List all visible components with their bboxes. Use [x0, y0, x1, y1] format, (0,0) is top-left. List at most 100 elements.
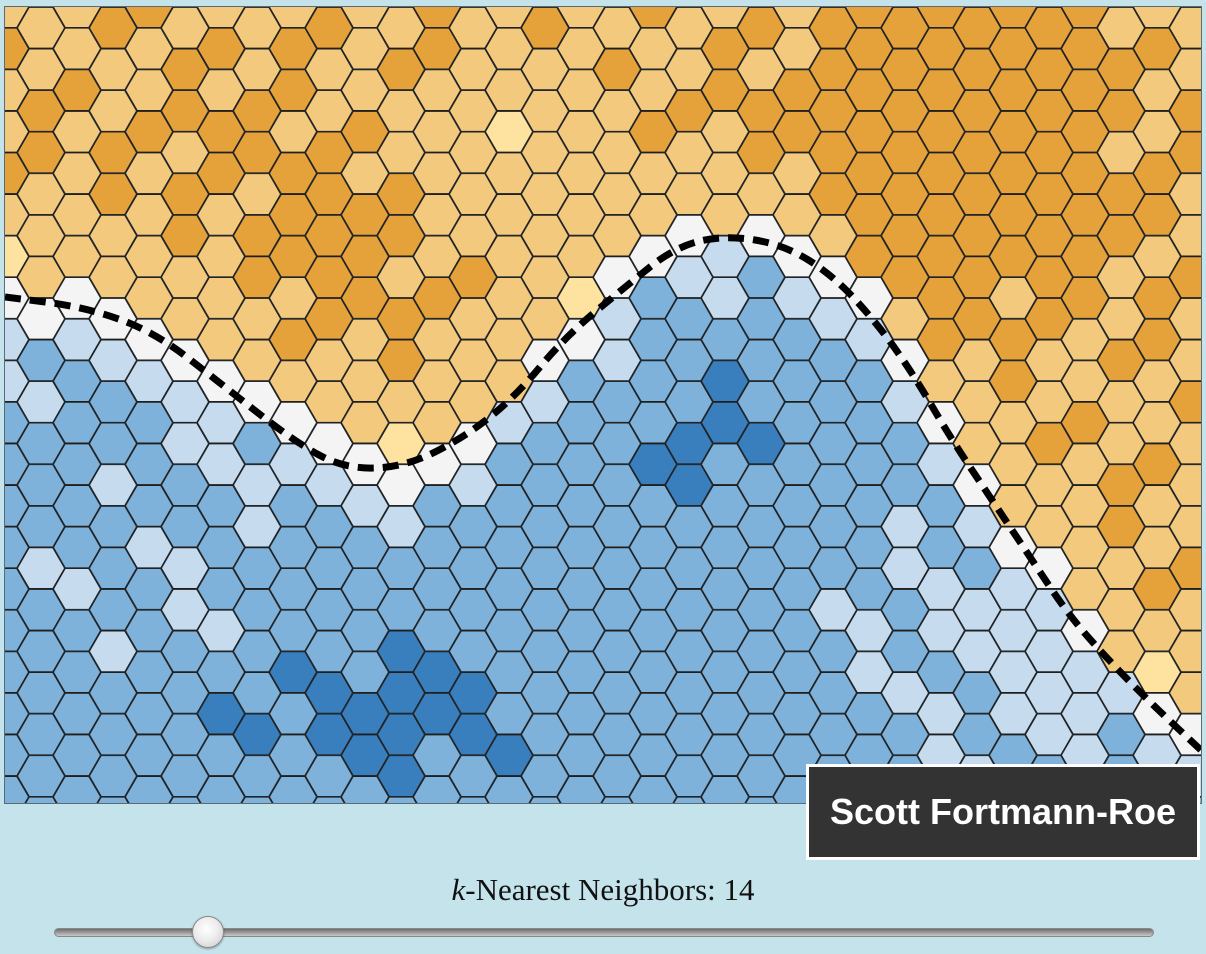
hex-cell [808, 297, 858, 340]
hex-cell [16, 173, 66, 215]
hex-cell [592, 630, 642, 673]
hex-cell [772, 568, 822, 610]
hex-cell [160, 381, 210, 423]
hex-cell [1060, 152, 1110, 195]
hex-cell [808, 547, 858, 589]
hex-cell [736, 630, 786, 673]
hex-cell [5, 318, 30, 361]
hex-cell [520, 505, 570, 548]
hex-cell [232, 297, 282, 340]
hex-cell [5, 526, 30, 569]
hex-cell [1060, 401, 1110, 444]
hex-cell [628, 734, 678, 777]
hex-cell [952, 48, 1002, 91]
hex-cell [340, 194, 390, 236]
hex-cell [628, 277, 678, 319]
hex-cell [772, 318, 822, 361]
hex-cell [808, 214, 858, 257]
hex-cell [232, 214, 282, 257]
hex-cell [1096, 588, 1146, 631]
hex-cell [664, 131, 714, 174]
hex-cell [808, 505, 858, 548]
hex-cell [412, 152, 462, 195]
k-slider-thumb[interactable] [192, 916, 224, 948]
hex-cell [916, 443, 966, 486]
hex-cell [1096, 256, 1146, 299]
hex-cell [124, 526, 174, 569]
hex-cell [268, 69, 318, 111]
hex-cell [1096, 713, 1146, 756]
decision-boundary-line [5, 234, 1201, 755]
hex-cell [916, 360, 966, 402]
hex-cell [16, 7, 66, 49]
hex-cell [1060, 526, 1110, 569]
hex-cell [376, 588, 426, 631]
hex-cell [484, 651, 534, 693]
hex-cell [484, 692, 534, 735]
hex-cell [664, 547, 714, 589]
slider-value: 14 [723, 872, 755, 907]
hex-cell [736, 297, 786, 340]
hex-cell [340, 235, 390, 278]
hex-cell [844, 69, 894, 111]
hex-cell [1132, 526, 1182, 569]
hex-cell [880, 630, 930, 673]
hex-cell [340, 734, 390, 777]
slider-label-k: k [451, 872, 466, 907]
hex-cell [232, 339, 282, 382]
hex-cell [664, 339, 714, 382]
hex-cell [232, 381, 282, 423]
hex-cell [16, 90, 66, 132]
hex-cell [1096, 173, 1146, 215]
hex-cell [412, 277, 462, 319]
hex-cell [412, 194, 462, 236]
hex-cell [880, 464, 930, 506]
hex-cell [412, 110, 462, 153]
hex-cell [1024, 339, 1074, 382]
hex-cell [88, 214, 138, 257]
hex-cell [1132, 692, 1182, 735]
hex-cell [628, 152, 678, 195]
hex-cell [268, 485, 318, 527]
hex-cell [124, 651, 174, 693]
hex-cell [916, 568, 966, 610]
hex-cell [52, 7, 102, 28]
hex-cell [304, 713, 354, 756]
hex-cell [52, 235, 102, 278]
hex-cell [124, 69, 174, 111]
hex-cell [988, 401, 1038, 444]
hex-cell [1060, 69, 1110, 111]
k-slider-track[interactable] [54, 928, 1154, 937]
hex-cell [16, 48, 66, 91]
hex-cell [304, 505, 354, 548]
hex-cell [916, 7, 966, 28]
hex-cell [952, 672, 1002, 714]
hex-cell [844, 27, 894, 70]
hex-cell [952, 339, 1002, 382]
hex-cell [448, 214, 498, 257]
hex-cell [268, 651, 318, 693]
hex-cell [412, 651, 462, 693]
hex-cell [196, 526, 246, 569]
hex-cell [268, 360, 318, 402]
hex-cell [376, 630, 426, 673]
hex-cell [844, 194, 894, 236]
hex-cell [556, 776, 606, 803]
hex-cell [520, 7, 570, 49]
hex-cell [457, 796, 489, 803]
hex-cell [988, 651, 1038, 693]
hex-cell [556, 401, 606, 444]
hex-cell [5, 651, 30, 693]
hex-cell [160, 7, 210, 49]
hex-cell [916, 318, 966, 361]
hex-cell [880, 7, 930, 49]
hex-cell [124, 7, 174, 28]
hex-cell [556, 194, 606, 236]
hex-cell [196, 7, 246, 28]
hex-cell [160, 755, 210, 797]
hex-cell [5, 194, 30, 236]
hex-cell [520, 672, 570, 714]
hex-cell [1060, 7, 1110, 28]
hex-cell [1132, 110, 1182, 153]
hex-cell [592, 48, 642, 91]
